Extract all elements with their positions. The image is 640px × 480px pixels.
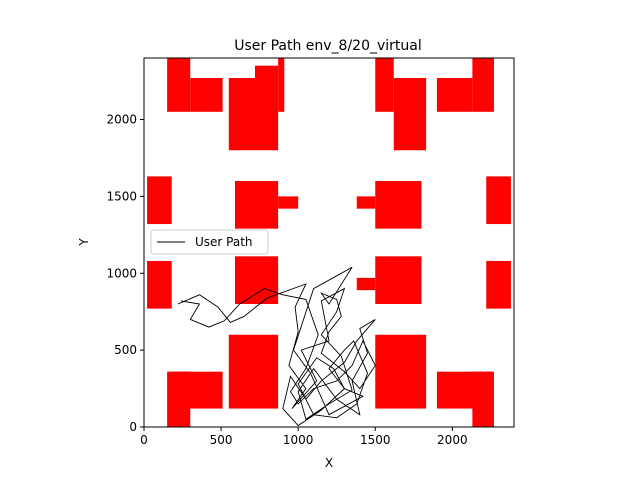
obstacle-6 [375,58,394,112]
obstacle-12 [278,196,299,209]
x-tick-label: 0 [140,433,148,447]
y-tick-label: 1000 [106,266,137,280]
obstacle-23 [167,371,191,427]
y-tick-label: 0 [129,420,137,434]
y-axis-label: Y [77,238,91,247]
obstacle-2 [190,77,223,112]
obstacle-21 [228,334,279,409]
obstacle-10 [147,176,172,225]
x-tick-label: 1500 [360,433,391,447]
obstacle-4 [255,65,279,151]
x-axis: 0 500 1000 1500 2000 [140,427,468,447]
chart-title: User Path env_8/20_virtual [234,38,422,54]
legend-box [150,229,269,255]
x-axis-label: X [325,456,333,470]
obstacle-18 [356,277,376,291]
y-tick-label: 1500 [106,189,137,203]
x-tick-label: 1000 [283,433,314,447]
obstacle-5 [278,58,285,112]
y-tick-label: 500 [114,343,137,357]
obstacle-7 [393,77,427,151]
obstacle-3 [228,77,255,151]
legend-label-user-path: User Path [195,235,253,249]
x-tick-label: 2000 [437,433,468,447]
obstacle-20 [486,260,511,309]
obstacle-17 [234,256,279,304]
obstacle-19 [375,256,422,304]
obstacle-11 [234,181,279,229]
plot-frame [143,57,515,428]
y-tick-label: 2000 [106,113,137,127]
y-axis: 0 500 1000 1500 2000 [106,113,144,434]
plot-area [143,57,515,428]
obstacle-8 [436,77,473,112]
obstacle-1 [167,58,191,112]
obstacle-26 [472,371,494,427]
path-layer [177,266,376,427]
obstacle-14 [375,181,422,229]
obstacle-9 [472,58,494,112]
series-line-user-path [177,266,376,427]
obstacle-13 [356,196,376,209]
obstacle-15 [486,176,511,225]
obstacle-16 [147,260,172,309]
legend: User Path [150,229,269,255]
obstacle-24 [375,334,427,409]
obstacles-layer [147,58,511,427]
x-tick-label: 500 [210,433,233,447]
